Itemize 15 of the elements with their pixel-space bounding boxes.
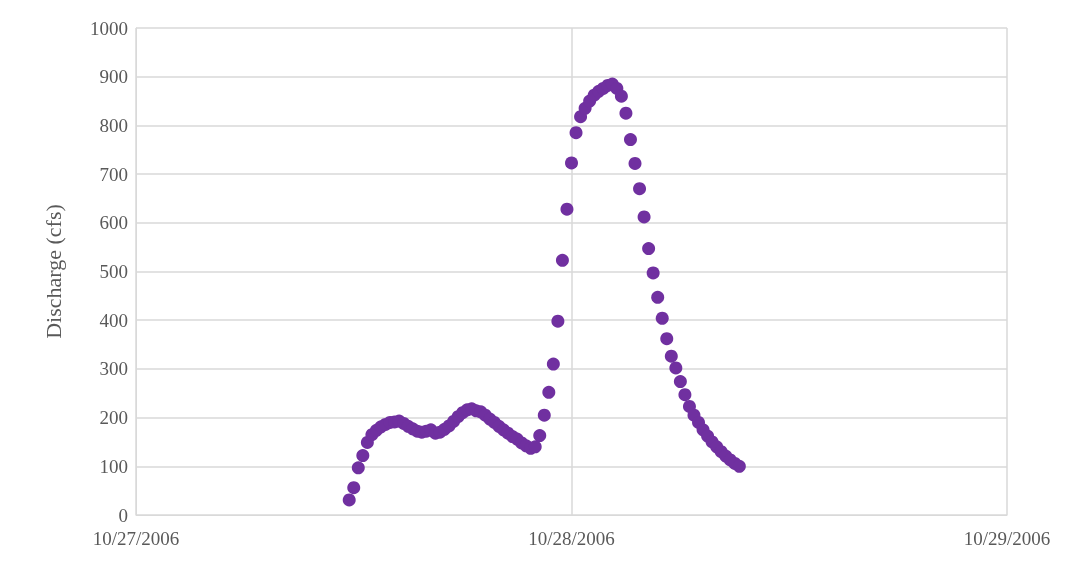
y-tick-label: 0: [118, 504, 128, 526]
y-tick-label: 500: [99, 261, 128, 282]
x-tick-label: 10/28/2006: [528, 528, 615, 549]
y-axis-title: Discharge (cfs): [40, 204, 66, 339]
y-tick-label: 800: [99, 114, 128, 136]
x-tick-label: 10/29/2006: [963, 528, 1051, 549]
y-tick-label: 400: [99, 309, 128, 331]
y-tick-label: 300: [99, 358, 128, 380]
x-tick-label: 10/27/2006: [92, 528, 180, 549]
y-tick-label: 200: [99, 407, 128, 429]
y-tick-label: 700: [99, 163, 128, 185]
y-tick-label: 100: [99, 455, 128, 477]
y-tick-label: 600: [99, 212, 128, 234]
y-tick-label: 900: [99, 66, 128, 88]
y-tick-label: 1000: [90, 17, 128, 39]
